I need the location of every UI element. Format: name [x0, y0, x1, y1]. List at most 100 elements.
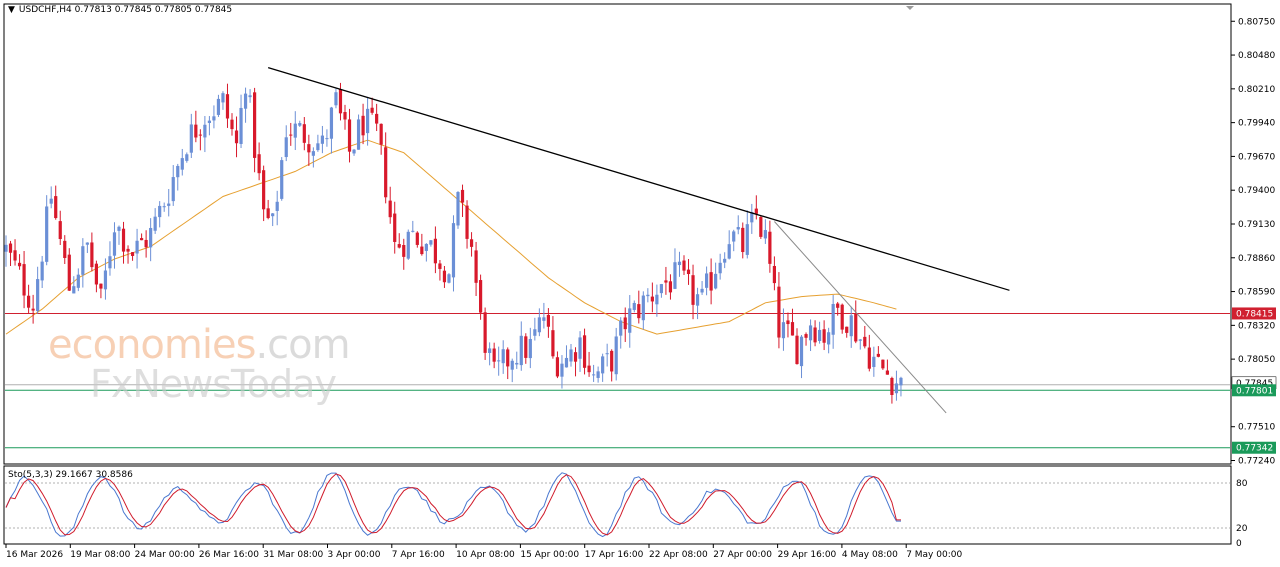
y-tick-label: 0.80750 [1238, 17, 1275, 27]
candle-body [781, 322, 786, 339]
candle-body [239, 107, 243, 144]
candle-body [447, 274, 451, 283]
candle-body [153, 216, 157, 231]
trendline-secondary[interactable] [774, 221, 947, 414]
x-tick-label: 26 Mar 16:00 [199, 550, 259, 560]
candle-body [483, 312, 487, 353]
x-tick-label: 24 Mar 00:00 [135, 550, 195, 560]
candle-body [745, 224, 749, 255]
candle-body [393, 213, 397, 242]
candle-body [677, 261, 682, 266]
candle-body [542, 317, 546, 321]
candle-body [555, 357, 560, 377]
candle-body [795, 335, 799, 365]
candle-body [727, 244, 731, 259]
candle-body [741, 227, 745, 253]
candle-body [573, 352, 578, 362]
stoch-y-label: 20 [1236, 524, 1248, 534]
candle-body [528, 338, 532, 359]
candle-body [234, 130, 239, 144]
candle-body [4, 244, 8, 252]
candle-body [578, 337, 582, 359]
candle-body [356, 119, 361, 150]
candle-body [402, 245, 406, 257]
stoch-y-label: 0 [1236, 539, 1242, 549]
candle-body [587, 365, 591, 373]
candle-body [320, 135, 324, 144]
price-label-box [1232, 384, 1276, 397]
candle-body [582, 335, 587, 368]
candle-body [284, 137, 288, 158]
x-tick-label: 4 May 08:00 [842, 550, 898, 560]
candle-body [307, 144, 311, 153]
candle-body [759, 216, 763, 237]
candle-body [36, 279, 40, 312]
candle-body [664, 280, 668, 283]
candle-body [17, 262, 22, 267]
candle-body [596, 371, 600, 378]
open-value: 0.77813 [74, 5, 112, 15]
candle-body [433, 238, 437, 264]
x-tick-label: 27 Apr 00:00 [713, 550, 772, 560]
candle-body [668, 281, 673, 293]
candle-body [248, 95, 252, 98]
candle-body [162, 206, 166, 208]
stochastic-pane-frame [3, 465, 1232, 545]
price-label: 0.77845 [1236, 379, 1273, 389]
candle-body [22, 264, 26, 296]
candle-body [723, 258, 727, 263]
candle-body [424, 243, 428, 251]
candle-body [27, 295, 31, 308]
scroll-marker-icon[interactable] [906, 6, 914, 10]
candle-body [637, 304, 641, 319]
y-tick-label: 0.79670 [1238, 152, 1275, 162]
price-label-box [1232, 307, 1276, 320]
candle-body [442, 270, 447, 283]
candle-body [564, 357, 569, 368]
candle-body [40, 261, 44, 281]
candle-body [506, 349, 510, 367]
close-value: 0.77845 [194, 5, 233, 15]
candle-body [338, 89, 343, 114]
candle-body [655, 294, 659, 305]
candle-body [149, 227, 153, 248]
stoch-y-label: 80 [1236, 479, 1248, 489]
candle-body [271, 213, 275, 217]
candle-body [121, 228, 126, 252]
candle-body [456, 192, 460, 226]
candle-body [280, 160, 284, 199]
candle-body [786, 320, 790, 325]
candle-body [49, 198, 53, 204]
candle-body [198, 134, 202, 136]
main-pane-frame [3, 3, 1232, 465]
trendline-main[interactable] [267, 66, 1010, 291]
candle-body [334, 92, 338, 106]
candle-body [289, 134, 293, 136]
candle-body [497, 360, 501, 362]
candle-body [370, 107, 374, 113]
candle-body [732, 231, 736, 242]
x-tick-label: 15 Apr 00:00 [520, 550, 579, 560]
watermark-fxnewstoday: FxNewsToday [90, 362, 337, 406]
candle-body [262, 170, 266, 210]
candle-body [479, 280, 483, 313]
y-tick-label: 0.77240 [1238, 456, 1275, 466]
candle-body [72, 286, 76, 294]
candle-body [623, 317, 627, 330]
candle-body [822, 329, 826, 343]
low-value: 0.77805 [154, 5, 193, 15]
candle-body [881, 359, 885, 369]
y-tick-label: 0.80480 [1238, 51, 1275, 61]
candle-body [894, 383, 899, 394]
candle-body [799, 336, 804, 367]
symbol-dropdown-icon[interactable]: ▼ [8, 5, 15, 15]
candle-body [212, 116, 216, 121]
candle-body [54, 196, 58, 219]
y-tick-label: 0.80210 [1238, 85, 1275, 95]
x-tick-label: 16 Mar 2026 [6, 550, 63, 560]
candle-body [316, 143, 320, 151]
candle-body [831, 303, 835, 335]
candle-body [524, 336, 528, 358]
y-tick-label: 0.79400 [1238, 186, 1275, 196]
